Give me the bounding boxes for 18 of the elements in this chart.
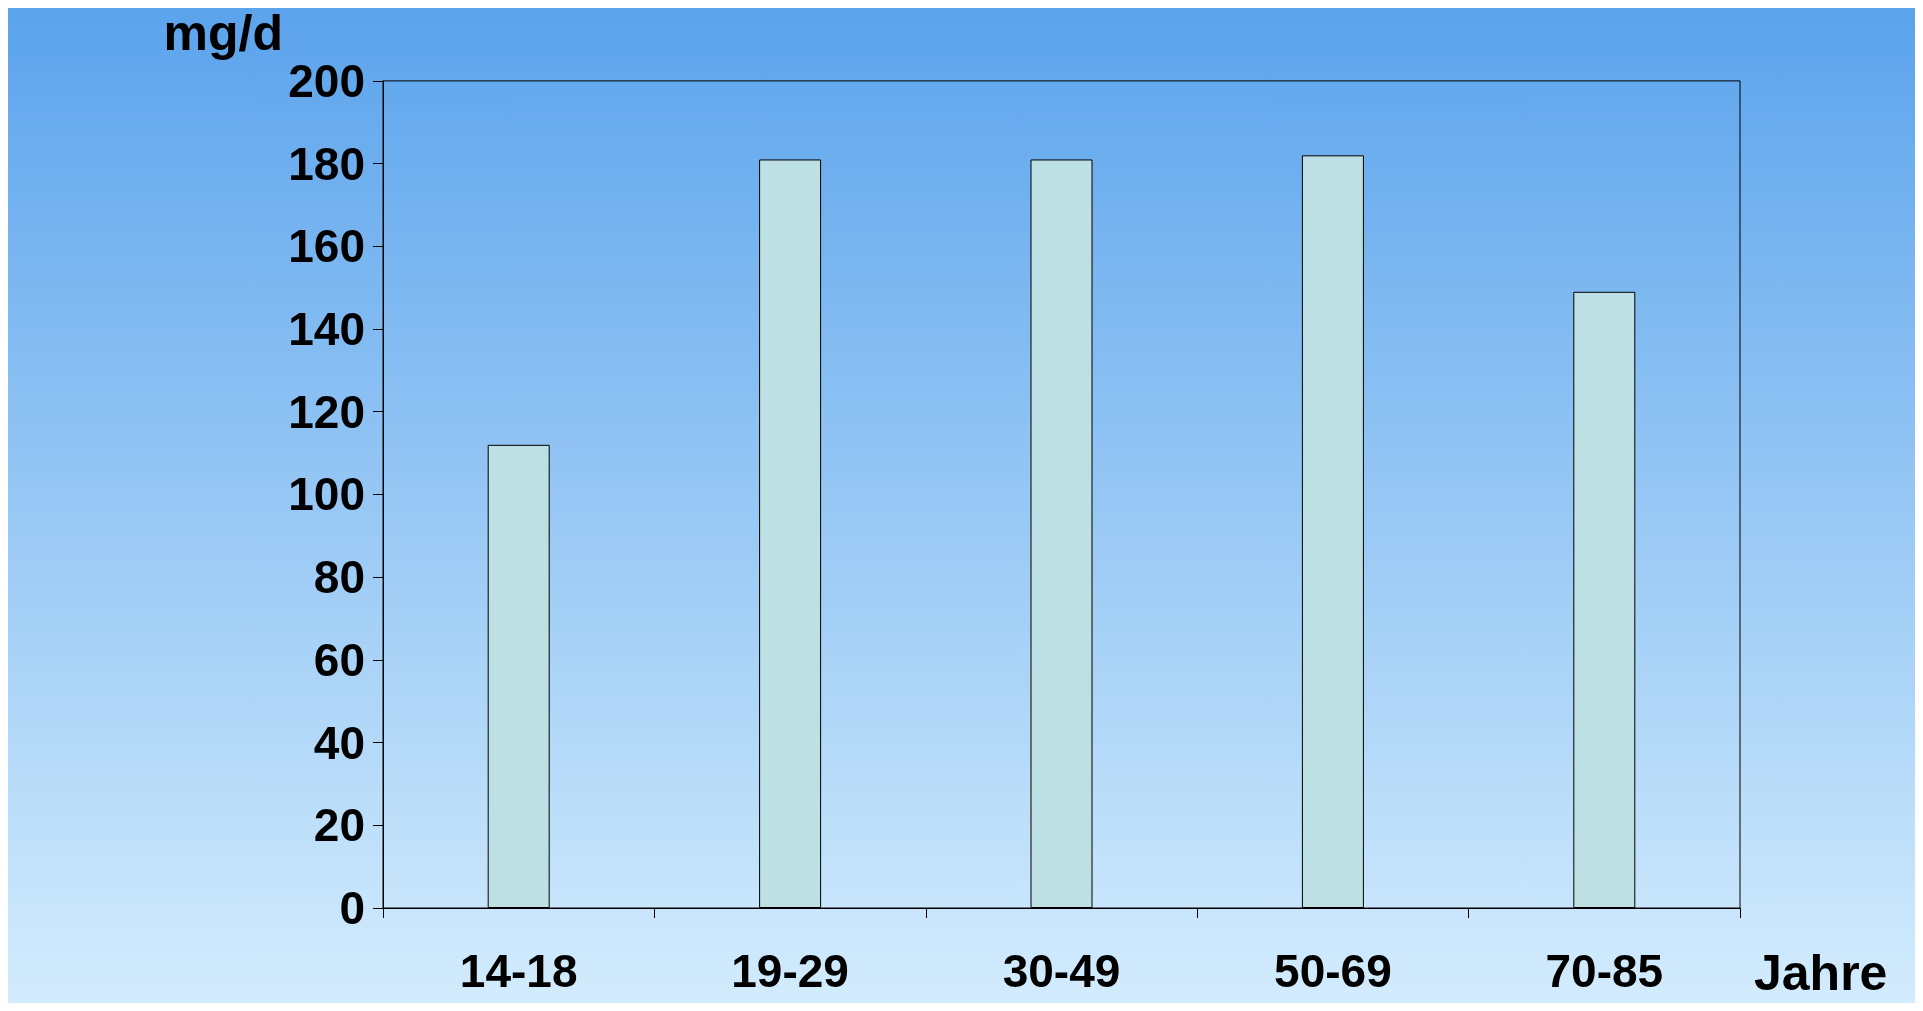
- x-tick-label: 19-29: [731, 945, 849, 997]
- y-tick-label: 100: [288, 468, 365, 521]
- y-tick-label: 160: [288, 220, 365, 273]
- y-tick-label: 120: [288, 385, 365, 438]
- x-tick-label: 30-49: [1002, 945, 1121, 997]
- y-tick-label: 140: [288, 303, 365, 356]
- x-tick-label: 14-18: [459, 945, 578, 997]
- y-tick-label: 20: [313, 799, 365, 852]
- x-tick-label: 50-69: [1274, 945, 1392, 997]
- y-tick-label: 80: [313, 551, 365, 604]
- y-tick-label: 60: [313, 633, 365, 686]
- y-tick-label: 40: [313, 716, 365, 769]
- y-tick-label: 0: [339, 882, 365, 934]
- y-tick-label: 180: [288, 137, 365, 190]
- y-tick-label: 200: [288, 54, 365, 107]
- x-tick-label: 70-85: [1545, 945, 1664, 997]
- x-axis-title: Jahre: [1754, 945, 1888, 1001]
- y-axis-title: mg/d: [163, 5, 283, 61]
